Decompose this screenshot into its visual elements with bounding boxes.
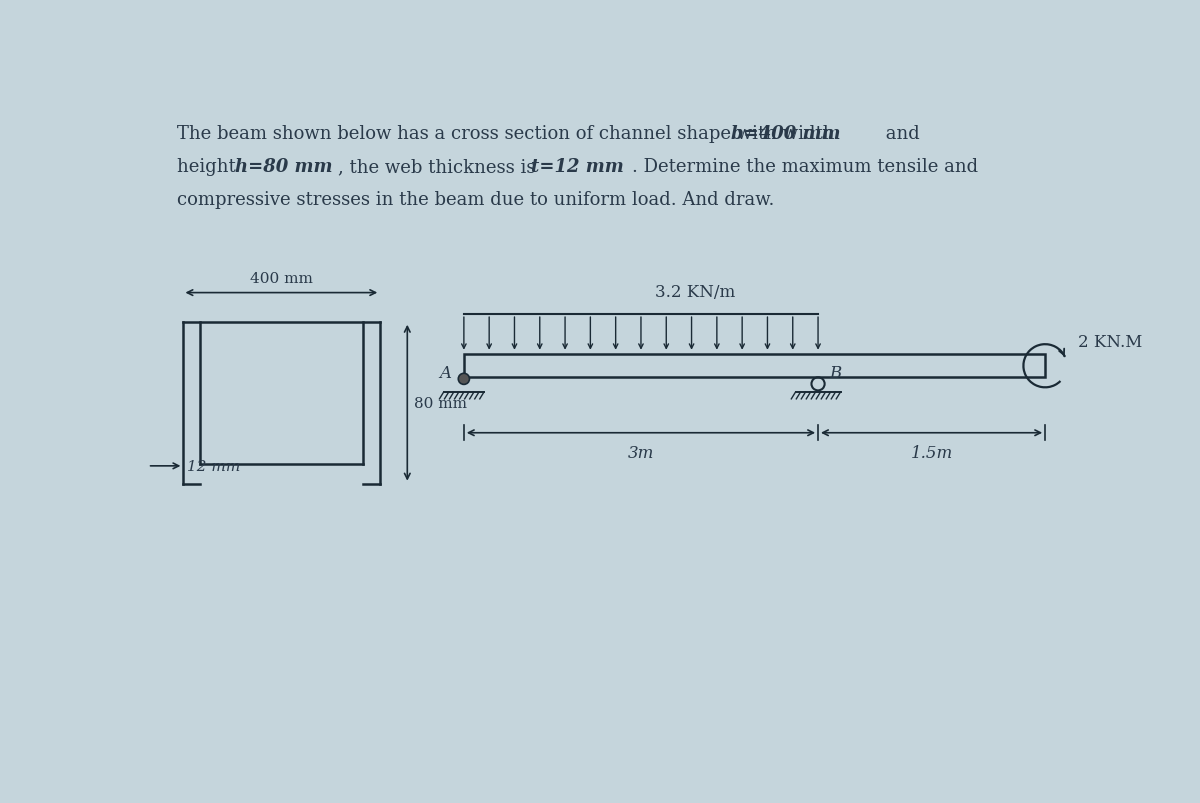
Text: compressive stresses in the beam due to uniform load. And draw.: compressive stresses in the beam due to … — [178, 191, 774, 209]
Circle shape — [458, 374, 469, 385]
Text: , the web thickness is: , the web thickness is — [337, 158, 541, 176]
Text: 3m: 3m — [628, 445, 654, 462]
Text: B: B — [829, 365, 842, 381]
Text: b=400 mm: b=400 mm — [731, 125, 841, 143]
Text: 400 mm: 400 mm — [250, 271, 313, 286]
Text: 2 KN.M: 2 KN.M — [1078, 333, 1142, 350]
Text: . Determine the maximum tensile and: . Determine the maximum tensile and — [632, 158, 978, 176]
Text: 3.2 KN/m: 3.2 KN/m — [655, 284, 736, 301]
Text: 12 mm: 12 mm — [187, 459, 240, 473]
Text: A: A — [439, 365, 451, 381]
Text: h=80 mm: h=80 mm — [235, 158, 332, 176]
Text: 80 mm: 80 mm — [414, 396, 467, 410]
Text: height: height — [178, 158, 241, 176]
Text: and: and — [880, 125, 919, 143]
Text: The beam shown below has a cross section of channel shape with width: The beam shown below has a cross section… — [178, 125, 840, 143]
Text: t=12 mm: t=12 mm — [532, 158, 624, 176]
Text: 1.5m: 1.5m — [911, 445, 953, 462]
